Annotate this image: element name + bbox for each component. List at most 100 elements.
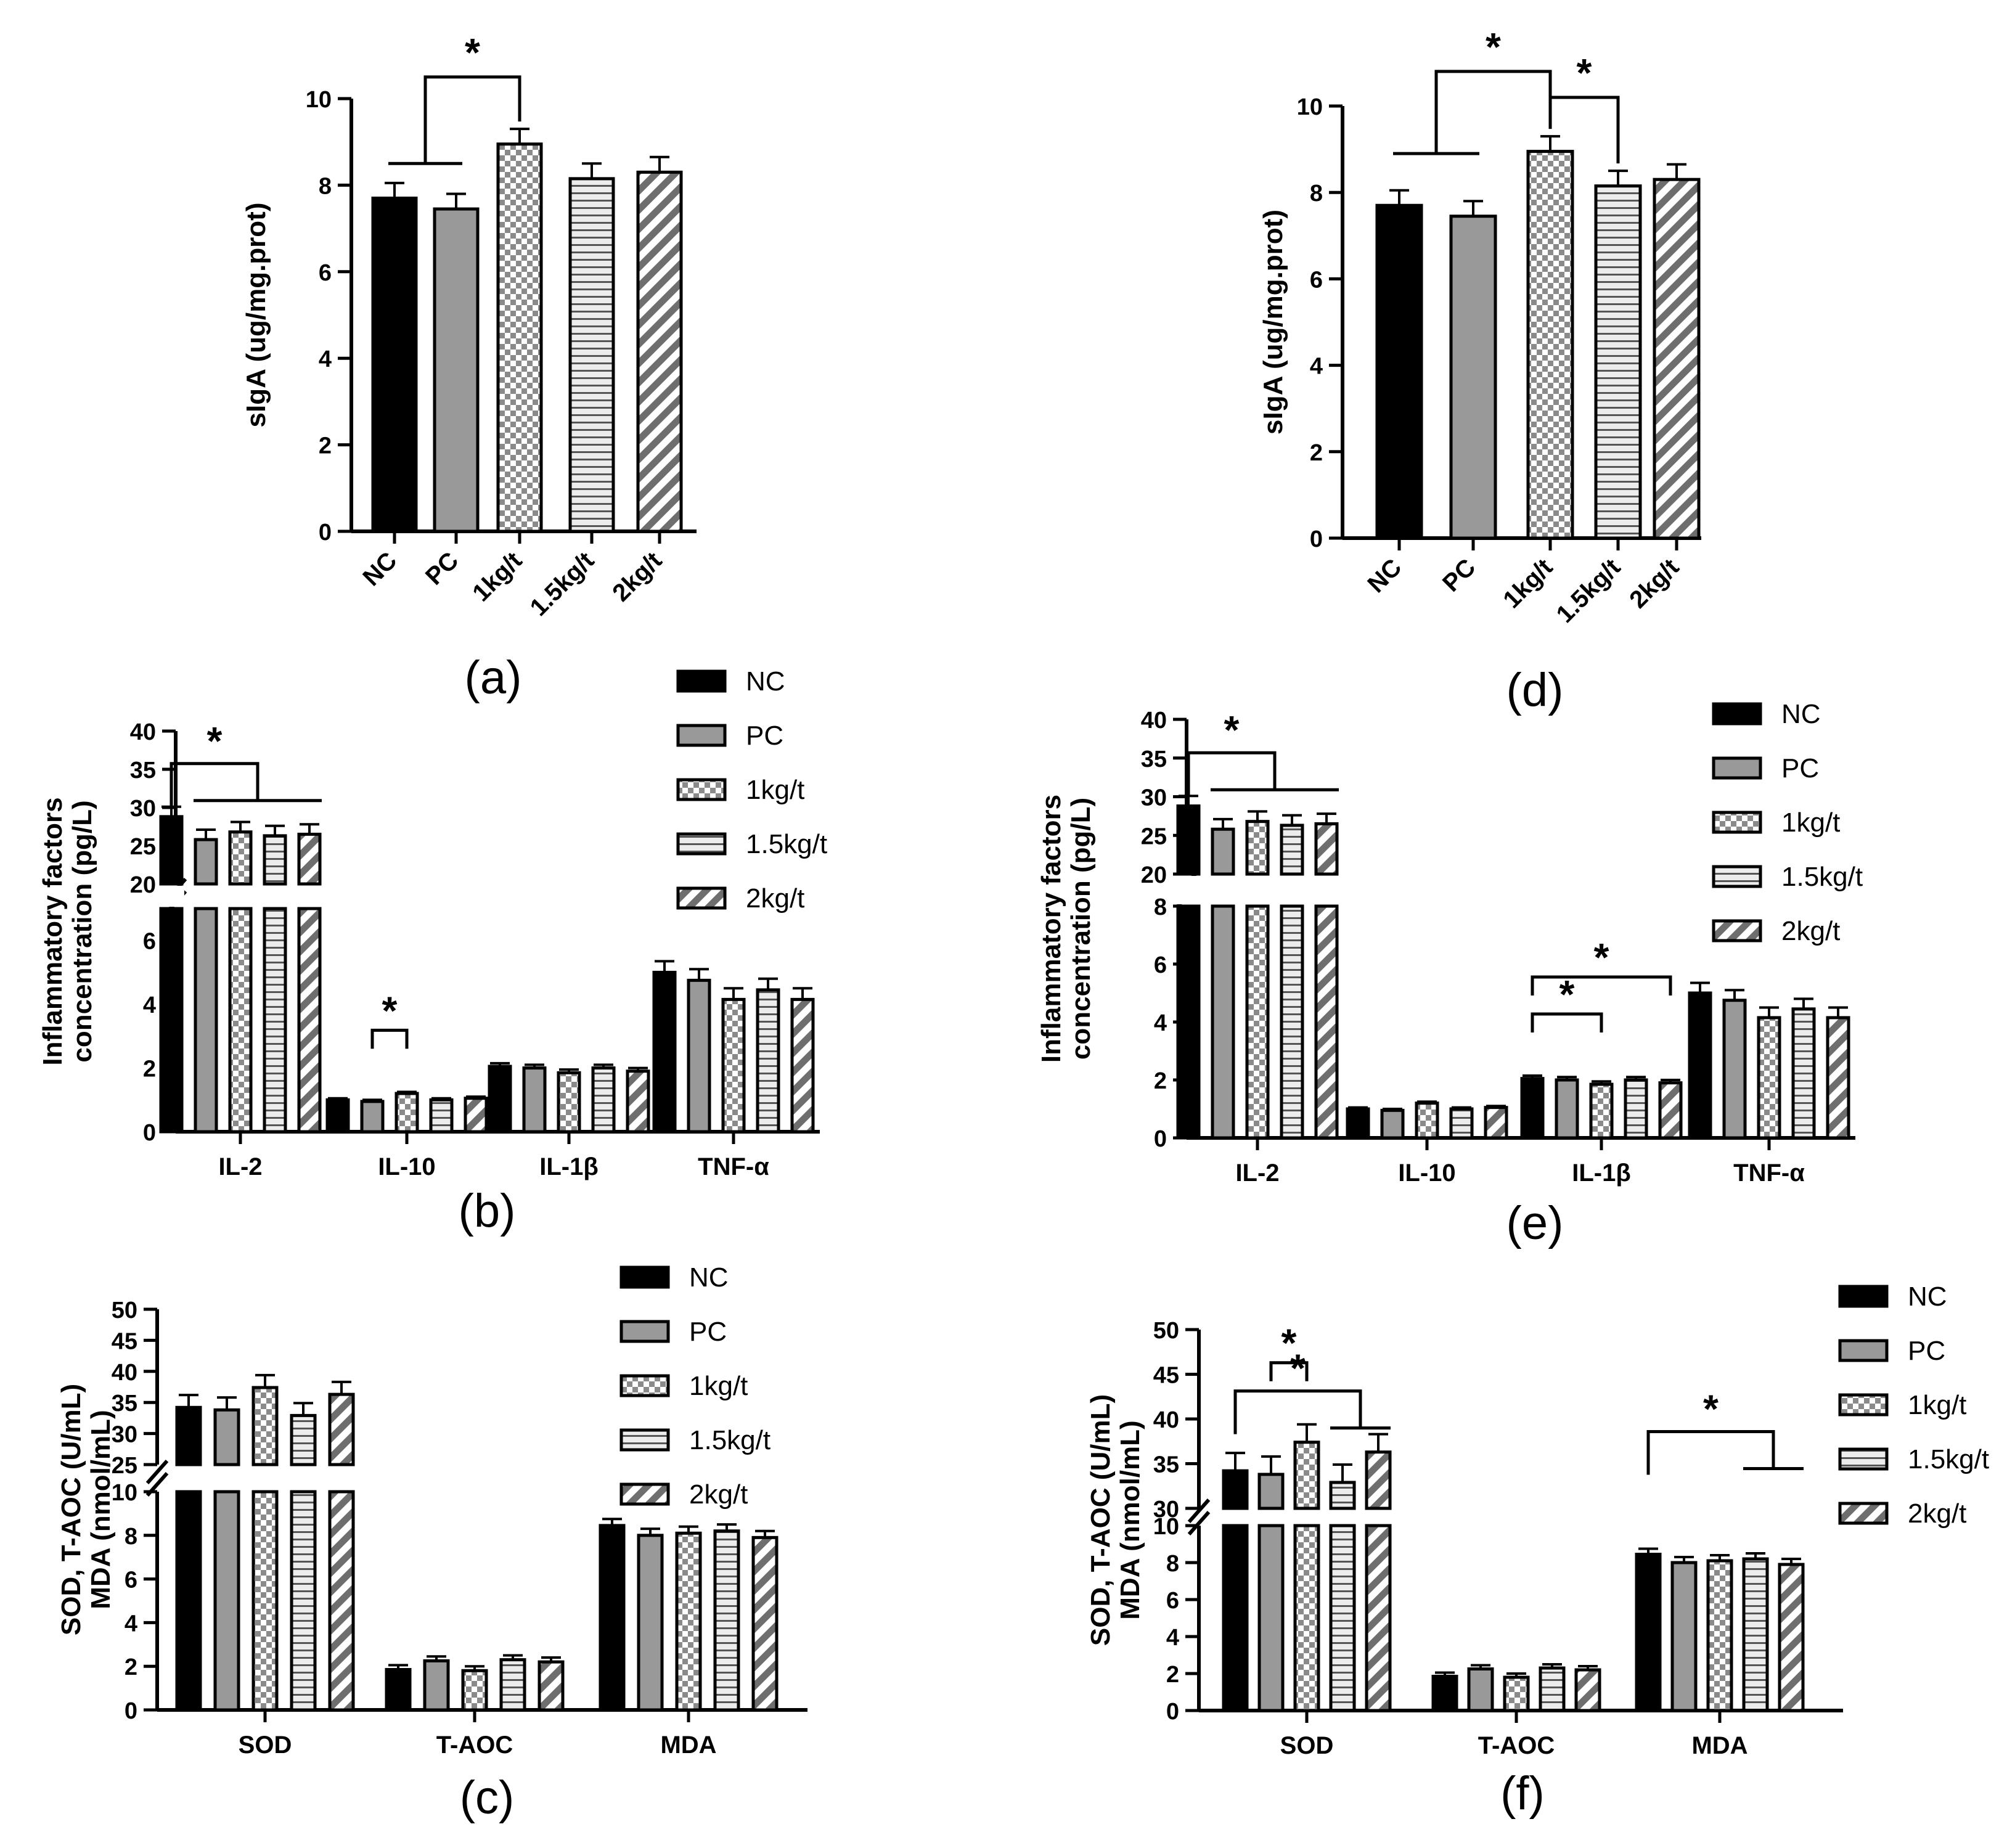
b-panel-label: (b)	[459, 1185, 516, 1237]
a-ytick-label: 0	[319, 520, 332, 546]
e-ytick-label: 30	[1141, 785, 1167, 811]
c-y-axis-label: SOD, T-AOC (U/mL)	[56, 1384, 86, 1635]
e-ytick-label: 0	[1154, 1126, 1167, 1152]
e-legend-swatch-pc	[1712, 756, 1762, 780]
e-bar-il-10-pc	[1380, 1108, 1405, 1140]
f-ytick-label: 45	[1153, 1363, 1179, 1389]
b-bar-il-2-pc-upper	[194, 838, 218, 886]
e-legend-label-1kg-t: 1kg/t	[1781, 807, 1840, 838]
f-ytick-label: 6	[1166, 1588, 1179, 1614]
b-bar-il-2-nc-upper	[159, 815, 184, 886]
f-legend-swatch-pc	[1838, 1339, 1889, 1362]
f-bar-sod-1kg-t-upper	[1293, 1441, 1320, 1510]
b-bar-il-1-2kg-t	[626, 1069, 650, 1134]
b-ytick-label: 20	[130, 872, 156, 898]
e-significance-bracket	[1531, 975, 1672, 996]
e-ytick-label: 25	[1141, 824, 1167, 849]
d-xtick-label-2kg-t: 2kg/t	[1624, 554, 1684, 613]
f-panel-label: (f)	[1500, 1767, 1545, 1820]
f-bar-t-aoc-2kg-t	[1574, 1668, 1601, 1712]
f-legend-swatch-2kg-t	[1838, 1502, 1889, 1525]
a-bar-2kg-t	[636, 170, 683, 533]
e-bar-il-2-nc-lower	[1176, 904, 1201, 1140]
e-bar-il-10-2kg-t	[1484, 1106, 1508, 1140]
f-ytick-label: 2	[1166, 1662, 1179, 1688]
f-bar-gap	[1257, 1510, 1285, 1524]
d-panel-label: (d)	[1506, 664, 1564, 716]
f-legend-label-nc: NC	[1908, 1282, 1947, 1312]
f-significance-bracket	[1646, 1430, 1775, 1475]
c-y-axis-label: MDA (nmol/mL)	[86, 1410, 116, 1609]
c-legend-swatch-2kg-t	[619, 1482, 670, 1506]
e-ytick-label: 6	[1154, 952, 1167, 978]
f-axis-break-mark	[1187, 1511, 1211, 1535]
b-ytick-label: 2	[143, 1057, 156, 1082]
c-ytick-label: 35	[112, 1391, 137, 1417]
b-bar-tnf-nc	[652, 970, 677, 1134]
e-bar-gap	[1245, 876, 1270, 904]
c-bar-t-aoc-1kg-t	[461, 1669, 488, 1712]
c-bar-sod-nc-lower	[175, 1490, 202, 1712]
c-bar-mda-2kg-t	[751, 1535, 779, 1712]
e-ytick-label: 8	[1154, 894, 1167, 920]
f-axis-break-mark	[1187, 1498, 1211, 1523]
c-bar-gap	[213, 1466, 241, 1490]
b-ytick-label: 6	[143, 929, 156, 955]
f-bar-sod-1-5kg-t-upper	[1329, 1481, 1356, 1510]
d-bar-2kg-t	[1653, 178, 1701, 540]
e-significance-bracket	[1187, 751, 1277, 796]
d-bar-1-5kg-t	[1594, 184, 1642, 540]
b-xtick-label-il-1: IL-1β	[539, 1153, 599, 1180]
e-ytick-label: 40	[1141, 708, 1167, 734]
c-ytick-label: 2	[125, 1654, 137, 1680]
c-bar-sod-nc-upper	[175, 1405, 202, 1466]
c-bar-sod-2kg-t-lower	[328, 1490, 355, 1712]
c-bar-sod-1-5kg-t-upper	[290, 1413, 317, 1466]
b-legend-swatch-1-5kg-t	[676, 832, 727, 856]
e-bar-gap	[1210, 876, 1236, 904]
a-xtick-label-nc: NC	[358, 547, 402, 591]
f-bar-sod-1kg-t-lower	[1293, 1524, 1320, 1712]
c-ytick-label: 8	[125, 1524, 137, 1550]
c-bar-sod-1kg-t-lower	[251, 1490, 279, 1712]
d-y-axis-label: sIgA (ug/mg.prot)	[1258, 210, 1288, 435]
a-y-axis-label: sIgA (ug/mg.prot)	[241, 203, 271, 428]
e-bar-il-2-1kg-t-upper	[1245, 820, 1270, 876]
e-ytick-label: 35	[1141, 746, 1167, 772]
a-xtick-label-2kg-t: 2kg/t	[607, 547, 667, 607]
a-panel-label: (a)	[465, 652, 522, 704]
f-bar-t-aoc-nc	[1431, 1675, 1458, 1712]
c-ytick-label: 0	[125, 1698, 137, 1724]
f-xtick-label-t-aoc: T-AOC	[1478, 1732, 1555, 1759]
a-bar-1-5kg-t	[568, 177, 615, 533]
c-legend-label-1kg-t: 1kg/t	[689, 1371, 748, 1401]
c-legend-swatch-pc	[619, 1320, 670, 1343]
b-bar-gap	[296, 886, 322, 907]
f-significance-star: *	[1703, 1387, 1719, 1431]
e-bar-tnf-2kg-t	[1826, 1016, 1850, 1140]
d-significance-star: *	[1577, 51, 1592, 95]
f-bar-mda-1-5kg-t	[1742, 1557, 1769, 1712]
f-xtick-label-sod: SOD	[1280, 1732, 1334, 1759]
b-significance-star: *	[382, 988, 398, 1032]
e-legend-label-1-5kg-t: 1.5kg/t	[1781, 862, 1863, 892]
b-bar-il-1-nc	[488, 1065, 512, 1134]
c-xtick-label-mda: MDA	[660, 1731, 716, 1759]
e-bar-il-1-nc	[1520, 1077, 1545, 1140]
b-significance-bracket	[370, 1028, 409, 1049]
b-legend-swatch-nc	[676, 669, 727, 693]
c-ytick-label: 10	[112, 1480, 137, 1506]
a-significance-star: *	[465, 30, 480, 75]
a-bar-pc	[433, 207, 480, 533]
f-ytick-label: 10	[1153, 1514, 1179, 1540]
f-legend-swatch-1-5kg-t	[1838, 1447, 1889, 1471]
c-bar-t-aoc-1-5kg-t	[499, 1658, 526, 1712]
f-significance-bracket	[1233, 1389, 1362, 1434]
e-bar-gap	[1175, 876, 1201, 904]
c-ytick-label: 40	[112, 1360, 137, 1386]
f-bar-mda-2kg-t	[1778, 1563, 1805, 1712]
f-bar-sod-pc-upper	[1257, 1473, 1285, 1510]
b-ytick-label: 30	[130, 796, 156, 822]
